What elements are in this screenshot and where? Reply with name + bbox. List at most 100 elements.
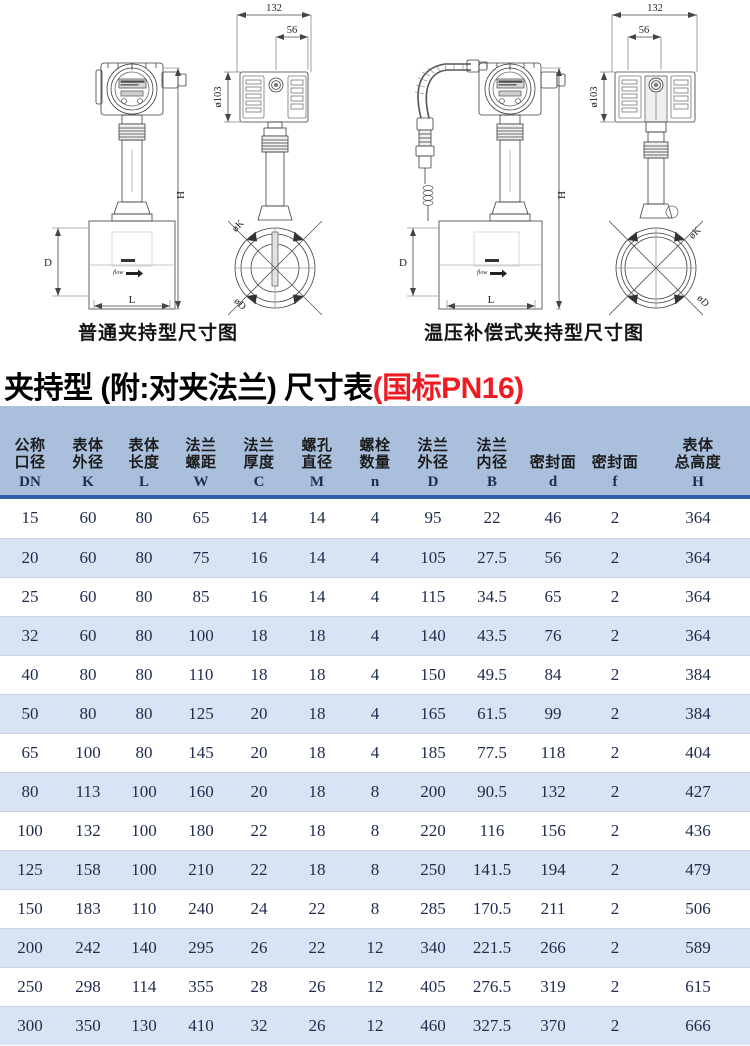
- table-cell-D: 105: [404, 537, 462, 577]
- table-head: 公称 口径 DN 表体 外径 K 表体 长度 L 法兰 螺距 W 法兰 厚度 C 螺孔 直径 M 螺栓 数量 n 法兰 外径…: [0, 406, 750, 499]
- table-cell-D: 405: [404, 966, 462, 1006]
- table-cell-W: 295: [172, 927, 230, 967]
- table-cell-DN: 80: [0, 771, 60, 811]
- column-header-symbol: d: [548, 474, 558, 490]
- drawing-temp-pressure-compensated: flow H: [375, 0, 750, 318]
- table-cell-DN: 100: [0, 810, 60, 850]
- table-cell-B: 77.5: [462, 732, 522, 772]
- table-cell-DN: 200: [0, 927, 60, 967]
- table-cell-W: 210: [172, 849, 230, 889]
- neck-column-side: [257, 127, 293, 221]
- table-cell-W: 160: [172, 771, 230, 811]
- column-header-line2: 长度: [128, 454, 160, 472]
- column-header-symbol: H: [692, 474, 704, 490]
- table-cell-W: 355: [172, 966, 230, 1006]
- table-cell-d: 266: [522, 927, 584, 967]
- column-header-line2: 数量: [359, 454, 391, 472]
- table-cell-DN: 20: [0, 537, 60, 577]
- table-cell-L: 140: [116, 927, 172, 967]
- meter-body-front: flow: [438, 220, 543, 310]
- table-cell-d: 194: [522, 849, 584, 889]
- column-header-symbol: M: [309, 474, 325, 490]
- table-row: 125 158 100 210 22 18 8 250 141.5 194 2 479: [0, 849, 750, 889]
- drawing-standard-clamp-type: flow H: [0, 0, 375, 318]
- table-cell-B: 43.5: [462, 615, 522, 655]
- dimension-label-D: D: [399, 257, 407, 269]
- dimension-housing-diameter: ø103: [589, 71, 615, 123]
- table-cell-C: 18: [230, 654, 288, 694]
- table-cell-L: 80: [116, 654, 172, 694]
- dimension-label-H: H: [175, 191, 187, 199]
- drawing-captions: 普通夹持型尺寸图 温压补偿式夹持型尺寸图: [0, 318, 750, 364]
- column-header-line1: 表体: [128, 436, 160, 454]
- table-cell-DN: 25: [0, 576, 60, 616]
- dimension-label-L: L: [129, 294, 136, 306]
- table-cell-D: 200: [404, 771, 462, 811]
- table-cell-B: 327.5: [462, 1005, 522, 1045]
- table-cell-n: 4: [346, 576, 404, 616]
- table-cell-B: 61.5: [462, 693, 522, 733]
- column-header-line2: 外径: [417, 454, 449, 472]
- svg-text:flow: flow: [113, 269, 123, 276]
- table-cell-M: 26: [288, 1005, 346, 1045]
- neck-column-side: [639, 121, 679, 219]
- column-header-line1: 法兰: [417, 436, 449, 454]
- table-cell-H: 436: [646, 810, 750, 850]
- neck-column-front: [489, 114, 531, 222]
- flexible-conduit: [414, 59, 488, 119]
- table-cell-H: 384: [646, 693, 750, 733]
- column-header-line2: 口径: [14, 454, 46, 472]
- table-cell-B: 170.5: [462, 888, 522, 928]
- table-cell-n: 4: [346, 693, 404, 733]
- table-cell-f: 2: [584, 1005, 646, 1045]
- column-header-symbol: L: [138, 474, 149, 490]
- table-cell-f: 2: [584, 927, 646, 967]
- table-column-header-d: 密封面 d: [522, 406, 584, 495]
- table-column-header-DN: 公称 口径 DN: [0, 406, 60, 495]
- column-header-symbol: D: [427, 474, 439, 490]
- dimension-label-dD: øD: [232, 296, 248, 312]
- table-cell-n: 4: [346, 732, 404, 772]
- dimension-label-dK: øK: [230, 217, 247, 234]
- table-cell-B: 276.5: [462, 966, 522, 1006]
- table-row: 25 60 80 85 16 14 4 115 34.5 65 2 364: [0, 576, 750, 616]
- column-header-symbol: K: [82, 474, 94, 490]
- table-row: 100 132 100 180 22 18 8 220 116 156 2 436: [0, 810, 750, 850]
- table-cell-K: 80: [60, 654, 116, 694]
- table-cell-M: 26: [288, 966, 346, 1006]
- table-cell-D: 115: [404, 576, 462, 616]
- table-cell-W: 240: [172, 888, 230, 928]
- table-cell-W: 110: [172, 654, 230, 694]
- table-cell-DN: 65: [0, 732, 60, 772]
- table-cell-W: 410: [172, 1005, 230, 1045]
- table-cell-H: 364: [646, 499, 750, 538]
- dimension-label-132: 132: [266, 3, 282, 14]
- table-cell-K: 60: [60, 537, 116, 577]
- table-cell-C: 32: [230, 1005, 288, 1045]
- pressure-sensor-stem: [415, 117, 435, 221]
- table-cell-H: 589: [646, 927, 750, 967]
- column-header-line2: 厚度: [243, 454, 275, 472]
- table-row: 200 242 140 295 26 22 12 340 221.5 266 2 589: [0, 927, 750, 967]
- table-cell-C: 24: [230, 888, 288, 928]
- table-cell-K: 158: [60, 849, 116, 889]
- table-cell-n: 12: [346, 927, 404, 967]
- table-cell-f: 2: [584, 888, 646, 928]
- table-cell-D: 150: [404, 654, 462, 694]
- table-cell-L: 80: [116, 732, 172, 772]
- dimension-label-D: D: [44, 257, 52, 269]
- table-cell-DN: 250: [0, 966, 60, 1006]
- table-cell-M: 22: [288, 888, 346, 928]
- column-header-line1: 螺孔: [301, 436, 333, 454]
- table-cell-DN: 50: [0, 693, 60, 733]
- column-header-line1: 法兰: [476, 436, 508, 454]
- table-cell-n: 8: [346, 771, 404, 811]
- table-cell-K: 350: [60, 1005, 116, 1045]
- table-cell-H: 615: [646, 966, 750, 1006]
- table-cell-f: 2: [584, 810, 646, 850]
- table-cell-C: 22: [230, 810, 288, 850]
- table-cell-B: 90.5: [462, 771, 522, 811]
- column-header-line2: 外径: [72, 454, 104, 472]
- table-column-header-H: 表体 总高度 H: [646, 406, 750, 495]
- table-cell-K: 183: [60, 888, 116, 928]
